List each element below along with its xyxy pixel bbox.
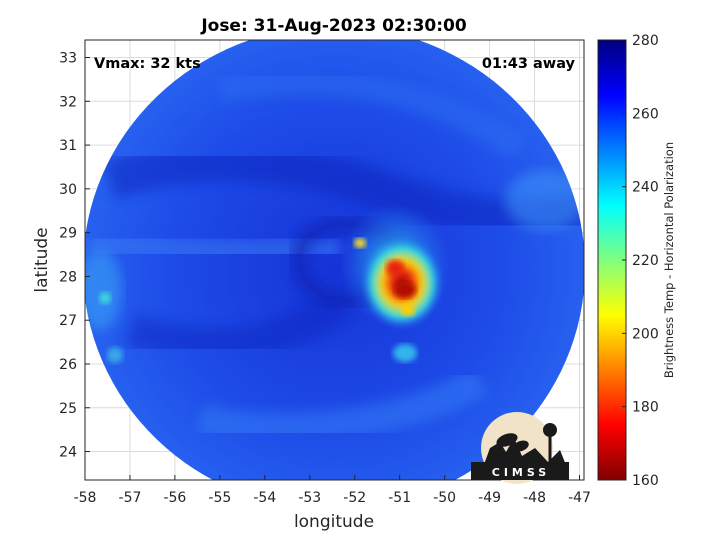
- x-tick-label: -51: [388, 490, 411, 506]
- time-away-annotation: 01:43 away: [482, 56, 576, 72]
- x-tick-label: -48: [523, 490, 546, 506]
- x-axis-label: longitude: [294, 512, 374, 532]
- colorbar-tick-label: 260: [632, 106, 659, 122]
- x-tick-label: -57: [119, 490, 142, 506]
- colorbar-tick-label: 200: [632, 326, 659, 342]
- colorbar: [597, 39, 627, 481]
- colorbar-tick-label: 180: [632, 400, 659, 416]
- chart-title: Jose: 31-Aug-2023 02:30:00: [200, 16, 467, 36]
- warm-band: [197, 367, 489, 443]
- cold-rainband: [124, 287, 353, 362]
- x-tick-label: -47: [568, 490, 591, 506]
- x-tick-label: -56: [163, 490, 186, 506]
- y-axis-label: latitude: [32, 227, 52, 292]
- x-tick-label: -58: [74, 490, 97, 506]
- y-tick-label: 28: [59, 269, 77, 285]
- x-tick-label: -54: [253, 490, 276, 506]
- warm-band: [87, 226, 341, 267]
- satellite-dish-icon: [496, 433, 518, 447]
- cimss-logo: CIMSS: [471, 412, 569, 484]
- y-tick-label: 30: [59, 182, 77, 198]
- colorbar-ticks: 280 260 240 220 200 180 160: [622, 33, 659, 489]
- x-tick-label: -49: [478, 490, 501, 506]
- y-tick-label: 29: [59, 226, 77, 242]
- colorbar-tick-label: 280: [632, 33, 659, 49]
- x-tick-label: -53: [298, 490, 321, 506]
- water-tower-icon: [543, 423, 557, 437]
- y-tick-label: 25: [59, 401, 77, 417]
- y-tick-label: 31: [59, 138, 77, 154]
- vmax-annotation: Vmax: 32 kts: [94, 56, 201, 72]
- y-tick-label: 33: [59, 51, 77, 67]
- brightness-temp-swath: [85, 40, 584, 480]
- y-tick-label: 27: [59, 313, 77, 329]
- colorbar-label: Brightness Temp - Horizontal Polarizatio…: [662, 142, 676, 378]
- logo-text: CIMSS: [492, 466, 550, 479]
- y-tick-label: 26: [59, 357, 77, 373]
- warm-band: [217, 69, 528, 161]
- x-tick-label: -52: [343, 490, 366, 506]
- colorbar-tick-label: 240: [632, 180, 659, 196]
- x-tick-label: -50: [433, 490, 456, 506]
- y-ticks: 24 25 26 27 28 29 30 31 32 33: [59, 51, 90, 461]
- y-tick-label: 32: [59, 94, 77, 110]
- colorbar-tick-label: 160: [632, 473, 659, 489]
- x-ticks: -58 -57 -56 -55 -54 -53 -52 -51 -50 -49 -48 -47: [74, 475, 591, 506]
- y-tick-label: 24: [59, 445, 77, 461]
- colorbar-tick-label: 220: [632, 253, 659, 269]
- x-tick-label: -55: [208, 490, 231, 506]
